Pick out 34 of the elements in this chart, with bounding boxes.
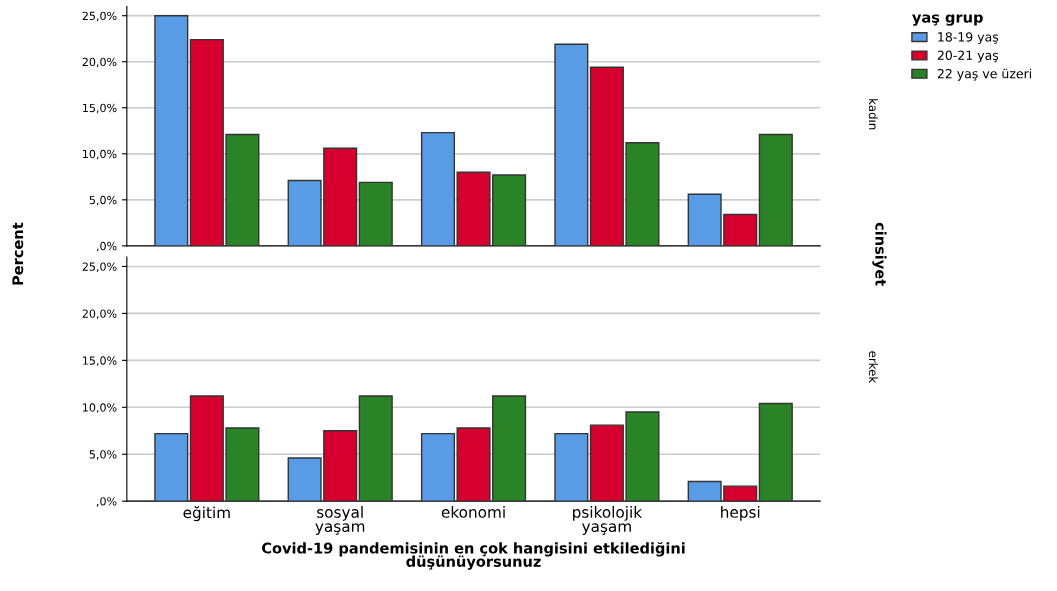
bar <box>554 43 589 246</box>
y-tick-label: 20,0% <box>82 57 117 68</box>
bar <box>358 181 393 246</box>
bar <box>758 133 793 246</box>
legend-title: yaş grup <box>912 14 983 26</box>
legend-label: 22 yaş ve üzeri <box>937 68 1031 81</box>
y-tick-label: 5,0% <box>89 450 117 460</box>
bar <box>554 432 589 502</box>
y-tick-label: 10,0% <box>83 403 117 413</box>
y-tick-label: 15,0% <box>83 356 117 366</box>
text: kadın <box>868 99 878 130</box>
x-tick-label: eğitim <box>183 506 230 522</box>
text: erkek <box>868 351 878 384</box>
bar <box>758 402 793 502</box>
y-tick-label: ,0% <box>96 497 117 507</box>
bar <box>358 395 393 502</box>
y-tick-label: 25,0% <box>82 262 117 272</box>
bar <box>154 432 189 502</box>
bar <box>154 15 189 246</box>
x-tick-label: hepsi <box>721 506 760 521</box>
y-tick-label: 25,0% <box>82 11 117 22</box>
legend-label: 18-19 yaş <box>938 32 999 45</box>
x-tick-label: psikolojik yaşam <box>573 506 643 536</box>
y-tick-label: 10,0% <box>83 149 117 160</box>
y-tick-label: 5,0% <box>89 195 117 206</box>
y-tick-label: 15,0% <box>83 103 117 114</box>
y-tick-label: 20,0% <box>82 309 117 319</box>
text: cinsiyet <box>872 222 887 286</box>
y-axis-title: Percent <box>12 222 24 285</box>
legend-label: 20-21 yaş <box>937 50 999 63</box>
x-tick-label: ekonomi <box>441 506 505 518</box>
y-tick-label: ,0% <box>96 241 117 252</box>
x-axis-title: Covid-19 pandemisinin en çok hangisini etkilediğini düşünüyorsunuz <box>262 541 685 570</box>
x-tick-label: sosyal yaşam <box>315 506 365 536</box>
